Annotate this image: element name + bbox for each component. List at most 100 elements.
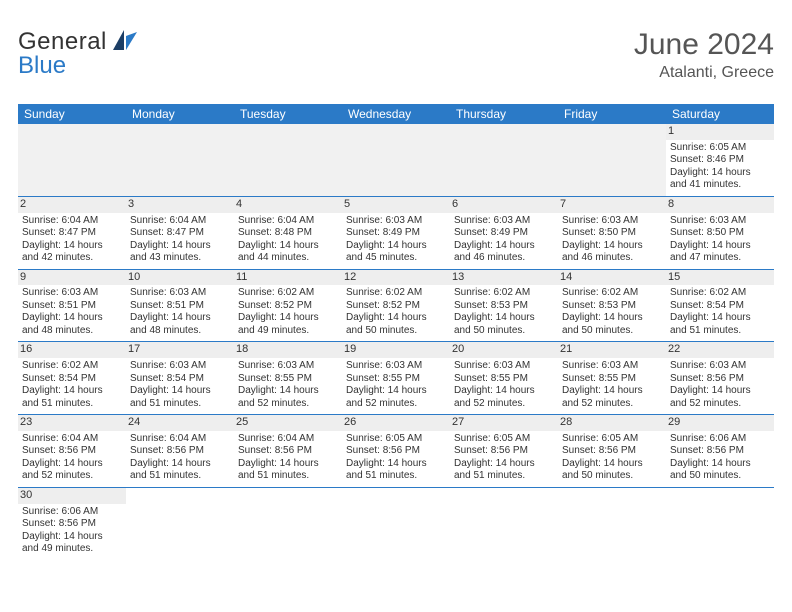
day-number: 8 (666, 197, 774, 213)
calendar-cell (666, 487, 774, 559)
calendar-cell: 5 Sunrise: 6:03 AMSunset: 8:49 PMDaylight… (342, 196, 450, 269)
weekday-header: Thursday (450, 104, 558, 124)
day-number: 13 (450, 270, 558, 286)
calendar-cell: 19 Sunrise: 6:03 AMSunset: 8:55 PMDayligh… (342, 342, 450, 415)
calendar-body: 1 Sunrise: 6:05 AMSunset: 8:46 PMDaylight… (18, 124, 774, 560)
location-label: Atalanti, Greece (634, 64, 774, 82)
day-number: 1 (666, 124, 774, 140)
calendar-cell: 8 Sunrise: 6:03 AMSunset: 8:50 PMDaylight… (666, 196, 774, 269)
day-number: 17 (126, 342, 234, 358)
calendar-cell: 3 Sunrise: 6:04 AMSunset: 8:47 PMDaylight… (126, 196, 234, 269)
day-number: 25 (234, 415, 342, 431)
day-number: 10 (126, 270, 234, 286)
calendar-table: SundayMondayTuesdayWednesdayThursdayFrid… (18, 104, 774, 560)
day-number: 12 (342, 270, 450, 286)
day-number: 6 (450, 197, 558, 213)
logo-text-blue: Blue (18, 52, 66, 80)
day-details: Sunrise: 6:06 AMSunset: 8:56 PMDaylight:… (22, 506, 122, 556)
calendar-cell: 26Sunrise: 6:05 AMSunset: 8:56 PMDayligh… (342, 415, 450, 488)
calendar-row: 16Sunrise: 6:02 AMSunset: 8:54 PMDayligh… (18, 342, 774, 415)
calendar-cell: 1 Sunrise: 6:05 AMSunset: 8:46 PMDaylight… (666, 124, 774, 196)
day-details: Sunrise: 6:03 AMSunset: 8:49 PMDaylight:… (454, 215, 554, 265)
day-number: 30 (18, 488, 126, 504)
day-number: 2 (18, 197, 126, 213)
day-details: Sunrise: 6:06 AMSunset: 8:56 PMDaylight:… (670, 433, 770, 483)
calendar-row: 23Sunrise: 6:04 AMSunset: 8:56 PMDayligh… (18, 415, 774, 488)
day-number: 4 (234, 197, 342, 213)
calendar-cell: 9Sunrise: 6:03 AMSunset: 8:51 PMDaylight… (18, 269, 126, 342)
day-details: Sunrise: 6:03 AMSunset: 8:51 PMDaylight:… (22, 287, 122, 337)
day-details: Sunrise: 6:02 AMSunset: 8:54 PMDaylight:… (670, 287, 770, 337)
calendar-cell (18, 124, 126, 196)
calendar-cell: 29 Sunrise: 6:06 AMSunset: 8:56 PMDayligh… (666, 415, 774, 488)
day-details: Sunrise: 6:02 AMSunset: 8:54 PMDaylight:… (22, 360, 122, 410)
calendar-cell: 24 Sunrise: 6:04 AMSunset: 8:56 PMDayligh… (126, 415, 234, 488)
calendar-cell (342, 124, 450, 196)
page-header: General June 2024 Atalanti, Greece (18, 28, 774, 82)
calendar-cell: 20Sunrise: 6:03 AMSunset: 8:55 PMDayligh… (450, 342, 558, 415)
day-number: 9 (18, 270, 126, 286)
month-title: June 2024 (634, 28, 774, 62)
day-details: Sunrise: 6:03 AMSunset: 8:50 PMDaylight:… (562, 215, 662, 265)
day-number: 7 (558, 197, 666, 213)
calendar-cell: 11Sunrise: 6:02 AMSunset: 8:52 PMDayligh… (234, 269, 342, 342)
calendar-cell: 27 Sunrise: 6:05 AMSunset: 8:56 PMDayligh… (450, 415, 558, 488)
day-details: Sunrise: 6:04 AMSunset: 8:47 PMDaylight:… (22, 215, 122, 265)
day-details: Sunrise: 6:03 AMSunset: 8:55 PMDaylight:… (238, 360, 338, 410)
calendar-cell: 25 Sunrise: 6:04 AMSunset: 8:56 PMDayligh… (234, 415, 342, 488)
calendar-cell: 21Sunrise: 6:03 AMSunset: 8:55 PMDayligh… (558, 342, 666, 415)
calendar-cell: 17Sunrise: 6:03 AMSunset: 8:54 PMDayligh… (126, 342, 234, 415)
day-details: Sunrise: 6:04 AMSunset: 8:48 PMDaylight:… (238, 215, 338, 265)
calendar-cell: 18Sunrise: 6:03 AMSunset: 8:55 PMDayligh… (234, 342, 342, 415)
calendar-cell (558, 487, 666, 559)
weekday-header: Friday (558, 104, 666, 124)
day-details: Sunrise: 6:03 AMSunset: 8:49 PMDaylight:… (346, 215, 446, 265)
day-number: 26 (342, 415, 450, 431)
calendar-cell (234, 124, 342, 196)
calendar-cell (126, 487, 234, 559)
calendar-cell: 23 Sunrise: 6:04 AMSunset: 8:56 PMDayligh… (18, 415, 126, 488)
day-number: 19 (342, 342, 450, 358)
calendar-cell: 16Sunrise: 6:02 AMSunset: 8:54 PMDayligh… (18, 342, 126, 415)
calendar-cell: 28Sunrise: 6:05 AMSunset: 8:56 PMDayligh… (558, 415, 666, 488)
calendar-row: 1 Sunrise: 6:05 AMSunset: 8:46 PMDaylight… (18, 124, 774, 196)
day-number: 22 (666, 342, 774, 358)
day-details: Sunrise: 6:05 AMSunset: 8:56 PMDaylight:… (562, 433, 662, 483)
day-details: Sunrise: 6:03 AMSunset: 8:55 PMDaylight:… (346, 360, 446, 410)
calendar-row: 9Sunrise: 6:03 AMSunset: 8:51 PMDaylight… (18, 269, 774, 342)
day-details: Sunrise: 6:02 AMSunset: 8:53 PMDaylight:… (562, 287, 662, 337)
calendar-cell (450, 487, 558, 559)
calendar-row: 2Sunrise: 6:04 AMSunset: 8:47 PMDaylight… (18, 196, 774, 269)
day-details: Sunrise: 6:02 AMSunset: 8:53 PMDaylight:… (454, 287, 554, 337)
calendar-cell: 7 Sunrise: 6:03 AMSunset: 8:50 PMDaylight… (558, 196, 666, 269)
day-details: Sunrise: 6:03 AMSunset: 8:55 PMDaylight:… (454, 360, 554, 410)
day-details: Sunrise: 6:04 AMSunset: 8:56 PMDaylight:… (22, 433, 122, 483)
day-details: Sunrise: 6:03 AMSunset: 8:55 PMDaylight:… (562, 360, 662, 410)
day-number: 29 (666, 415, 774, 431)
calendar-cell: 15Sunrise: 6:02 AMSunset: 8:54 PMDayligh… (666, 269, 774, 342)
day-number: 11 (234, 270, 342, 286)
day-details: Sunrise: 6:04 AMSunset: 8:56 PMDaylight:… (130, 433, 230, 483)
calendar-cell (234, 487, 342, 559)
calendar-cell (342, 487, 450, 559)
weekday-header: Wednesday (342, 104, 450, 124)
day-number: 27 (450, 415, 558, 431)
calendar-cell: 6 Sunrise: 6:03 AMSunset: 8:49 PMDaylight… (450, 196, 558, 269)
calendar-wrapper: SundayMondayTuesdayWednesdayThursdayFrid… (18, 104, 774, 560)
weekday-header: Saturday (666, 104, 774, 124)
weekday-header: Tuesday (234, 104, 342, 124)
day-number: 24 (126, 415, 234, 431)
day-details: Sunrise: 6:05 AMSunset: 8:56 PMDaylight:… (454, 433, 554, 483)
day-details: Sunrise: 6:05 AMSunset: 8:46 PMDaylight:… (670, 142, 770, 192)
day-details: Sunrise: 6:04 AMSunset: 8:56 PMDaylight:… (238, 433, 338, 483)
day-details: Sunrise: 6:04 AMSunset: 8:47 PMDaylight:… (130, 215, 230, 265)
day-details: Sunrise: 6:03 AMSunset: 8:50 PMDaylight:… (670, 215, 770, 265)
weekday-header: Sunday (18, 104, 126, 124)
day-number: 5 (342, 197, 450, 213)
day-details: Sunrise: 6:03 AMSunset: 8:56 PMDaylight:… (670, 360, 770, 410)
day-number: 23 (18, 415, 126, 431)
day-number: 3 (126, 197, 234, 213)
sail-icon (113, 30, 139, 55)
calendar-cell: 30 Sunrise: 6:06 AMSunset: 8:56 PMDayligh… (18, 487, 126, 559)
weekday-header: Monday (126, 104, 234, 124)
